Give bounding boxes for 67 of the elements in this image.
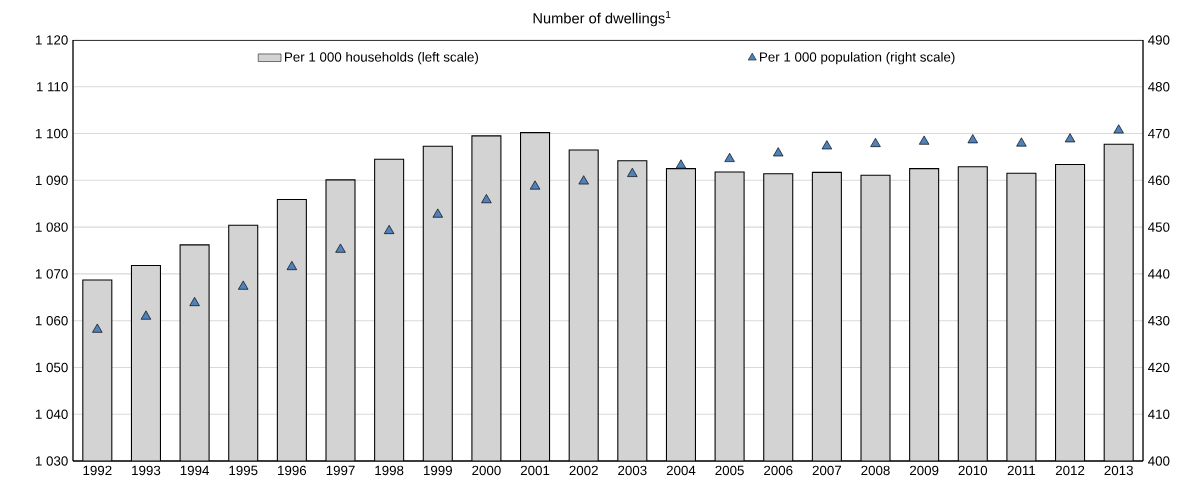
point <box>1113 124 1124 134</box>
point <box>821 140 833 150</box>
y2-tick-label: 400 <box>1148 456 1170 466</box>
x-tick-label: 2004 <box>666 465 696 476</box>
point <box>238 280 249 290</box>
y2-tick-label: 430 <box>1148 315 1170 326</box>
x-tick-label: 1997 <box>326 465 355 476</box>
y-tick-label: 1 050 <box>35 362 68 373</box>
x-tick-label: 2007 <box>812 465 842 476</box>
x-tick-label: 2008 <box>861 465 890 476</box>
point <box>773 147 784 157</box>
y2-tick-label: 420 <box>1148 362 1170 373</box>
y-tick-label: 1 090 <box>35 175 68 186</box>
x-tick-label: 1993 <box>132 465 161 476</box>
legend-label: Per 1 000 households (left scale) <box>285 51 479 65</box>
y-tick-label: 1 100 <box>35 128 68 139</box>
y2-tick-label: 490 <box>1148 35 1170 45</box>
point <box>724 152 735 162</box>
point <box>335 243 346 253</box>
x-tick-label: 1996 <box>278 465 307 476</box>
x-tick-label: 1992 <box>83 465 112 476</box>
legend-label: Per 1 000 population (right scale) <box>760 51 955 65</box>
x-tick-label: 1994 <box>180 465 210 476</box>
x-tick-label: 2002 <box>569 465 598 476</box>
point <box>870 137 881 147</box>
y2-tick-label: 470 <box>1148 128 1170 139</box>
point <box>918 135 930 145</box>
point <box>675 159 687 169</box>
x-tick-label: 1999 <box>423 465 452 476</box>
x-tick-label: 2010 <box>958 465 988 476</box>
point <box>1064 133 1076 143</box>
y-tick-label: 1 040 <box>35 409 68 419</box>
point <box>432 208 443 218</box>
x-tick-label: 2003 <box>618 465 647 476</box>
y-tick-label: 1 080 <box>35 222 68 232</box>
x-tick-label: 2009 <box>909 465 939 476</box>
x-tick-label: 2006 <box>764 465 793 476</box>
x-tick-label: 2011 <box>1007 465 1036 476</box>
point <box>529 180 541 190</box>
chart-title: Number of dwellings$^{1}$ <box>533 10 671 27</box>
y2-tick-label: 410 <box>1148 409 1170 419</box>
y2-tick-label: 440 <box>1148 269 1170 279</box>
point <box>383 224 395 234</box>
point <box>189 296 200 307</box>
x-tick-label: 1998 <box>375 465 404 476</box>
y-tick-label: 1 110 <box>36 82 68 92</box>
x-tick-label: 2005 <box>715 465 744 476</box>
point <box>627 167 638 177</box>
point <box>286 260 298 271</box>
y2-tick-label: 450 <box>1148 222 1170 232</box>
x-tick-label: 2001 <box>520 465 550 476</box>
y2-tick-label: 460 <box>1148 175 1170 186</box>
point <box>92 323 103 333</box>
x-tick-label: 1995 <box>229 465 258 476</box>
y-tick-label: 1 060 <box>35 315 68 326</box>
point <box>1016 137 1027 147</box>
y-tick-label: 1 030 <box>35 456 68 466</box>
y-tick-label: 1 120 <box>35 35 68 45</box>
x-tick-label: 2013 <box>1104 465 1133 476</box>
point <box>967 134 978 144</box>
x-tick-label: 2012 <box>1055 465 1085 476</box>
x-tick-label: 2000 <box>472 465 501 476</box>
point <box>481 194 492 204</box>
y2-tick-label: 480 <box>1148 82 1170 92</box>
y-tick-label: 1 070 <box>35 269 68 279</box>
point <box>140 310 152 320</box>
point <box>578 175 589 185</box>
